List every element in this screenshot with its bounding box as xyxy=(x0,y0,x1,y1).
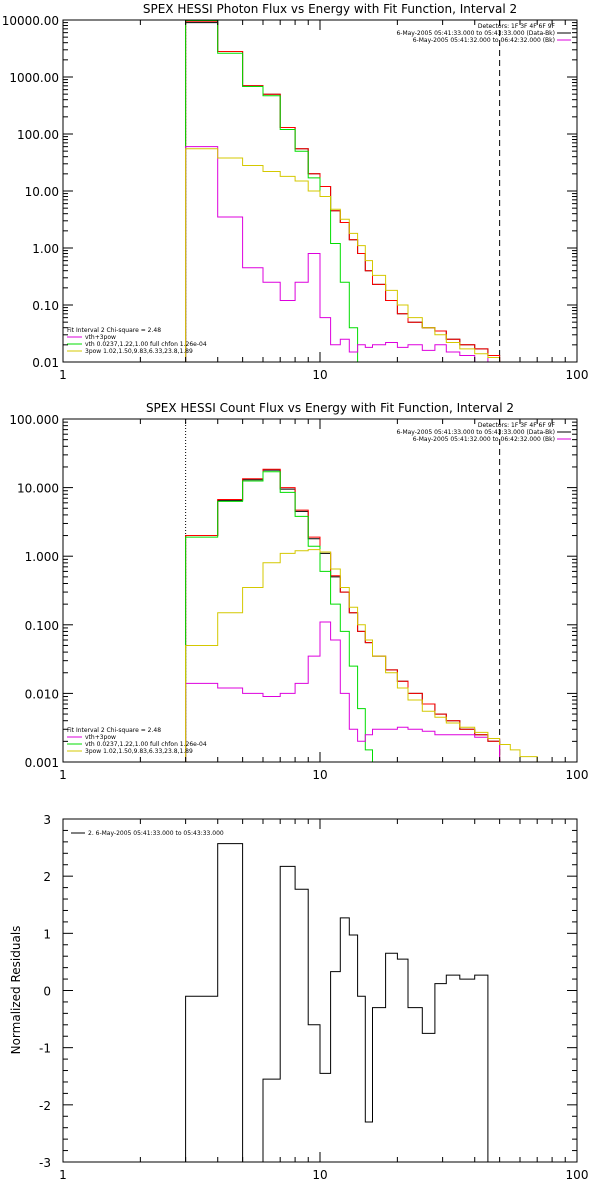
fit-legend-line: vth+3pow xyxy=(85,734,116,741)
plot-area xyxy=(185,20,511,362)
plot-area xyxy=(185,419,553,762)
y-tick-label: 0.01 xyxy=(32,356,59,370)
detector-header-line: 6-May-2005 05:41:32.000 to 06:42:32.000 … xyxy=(413,37,555,44)
fit-legend-line: vth+3pow xyxy=(85,334,116,341)
residuals-panel: Normalized Residuals 1 10 1003210-1-2-32. … xyxy=(9,813,588,1182)
y-tick-label: 3 xyxy=(43,813,51,827)
series-1-line xyxy=(185,20,501,362)
y-tick-label: 0.001 xyxy=(25,756,59,770)
detector-header-line: Detectors: 1F 3F 4F 6F 9F xyxy=(478,422,556,429)
x-tick-label: 1 xyxy=(59,1168,67,1182)
y-tick-label: -3 xyxy=(39,1156,51,1170)
x-tick-label: 10 xyxy=(312,1168,327,1182)
y-tick-label: -2 xyxy=(39,1099,51,1113)
series-3-line xyxy=(185,621,501,762)
y-tick-label: 1.00 xyxy=(32,242,59,256)
series-4-line xyxy=(185,148,511,362)
residuals-legend-text: 2. 6-May-2005 05:41:33.000 to 05:43:33.0… xyxy=(88,830,224,837)
count-flux-panel: SPEX HESSI Count Flux vs Energy with Fit… xyxy=(9,401,588,782)
fit-legend-line: Fit Interval 2 Chi-square = 2.48 xyxy=(67,327,161,334)
y-tick-label: 10000.00 xyxy=(2,14,59,28)
detector-header-line: 6-May-2005 05:41:33.000 to 05:43:33.000 … xyxy=(396,429,555,436)
y-tick-label: 10.00 xyxy=(25,185,59,199)
y-tick-label: 1.000 xyxy=(25,550,59,564)
x-tick-label: 100 xyxy=(566,368,589,382)
x-tick-label: 1 xyxy=(59,768,67,782)
x-tick-label: 10 xyxy=(312,368,327,382)
series-3-line xyxy=(185,146,501,362)
residuals-line xyxy=(185,843,489,1162)
fit-legend-line: vth 0.0237,1.22,1.00 full chfon 1.26e-04 xyxy=(85,741,207,748)
x-tick-label: 1 xyxy=(59,368,67,382)
y-tick-label: 2 xyxy=(43,870,51,884)
series-1-line xyxy=(185,468,501,762)
y-tick-label: 100.000 xyxy=(9,413,59,427)
y-tick-label: 0.010 xyxy=(25,687,59,701)
fit-legend-line: 3pow 1.02,1.50,9.83,6.33,23.8,1.89 xyxy=(85,348,193,355)
y-tick-label: 10.000 xyxy=(17,482,59,496)
x-tick-label: 100 xyxy=(566,768,589,782)
series-0-line xyxy=(185,469,501,762)
fit-legend-line: 3pow 1.02,1.50,9.83,6.33,23.8,1.89 xyxy=(85,748,193,755)
series-2-line xyxy=(185,471,386,762)
count-flux-title: SPEX HESSI Count Flux vs Energy with Fit… xyxy=(146,401,514,415)
residuals-y-axis-label: Normalized Residuals xyxy=(9,926,23,1055)
plot-frame xyxy=(62,818,578,1163)
x-tick-label: 100 xyxy=(566,1168,589,1182)
fit-legend-line: vth 0.0237,1.22,1.00 full chfon 1.26e-04 xyxy=(85,341,207,348)
photon-flux-panel: SPEX HESSI Photon Flux vs Energy with Fi… xyxy=(2,2,589,382)
y-tick-label: 1000.00 xyxy=(9,71,59,85)
photon-flux-title: SPEX HESSI Photon Flux vs Energy with Fi… xyxy=(143,2,517,16)
detector-header-line: 6-May-2005 05:41:32.000 to 06:42:32.000 … xyxy=(413,436,555,443)
fit-legend-line: Fit Interval 2 Chi-square = 2.48 xyxy=(67,727,161,734)
detector-header-line: 6-May-2005 05:41:33.000 to 05:43:33.000 … xyxy=(396,30,555,37)
detector-header-line: Detectors: 1F 3F 4F 6F 9F xyxy=(478,23,556,30)
y-tick-label: 1 xyxy=(43,927,51,941)
y-tick-label: -1 xyxy=(39,1042,51,1056)
y-tick-label: 0.100 xyxy=(25,619,59,633)
y-tick-label: 100.00 xyxy=(17,128,59,142)
series-2-line xyxy=(185,20,366,362)
x-tick-label: 10 xyxy=(312,768,327,782)
series-4-line xyxy=(185,549,553,762)
plot-area xyxy=(185,843,489,1162)
series-0-line xyxy=(185,22,501,362)
y-tick-label: 0 xyxy=(43,985,51,999)
y-tick-label: 0.10 xyxy=(32,299,59,313)
